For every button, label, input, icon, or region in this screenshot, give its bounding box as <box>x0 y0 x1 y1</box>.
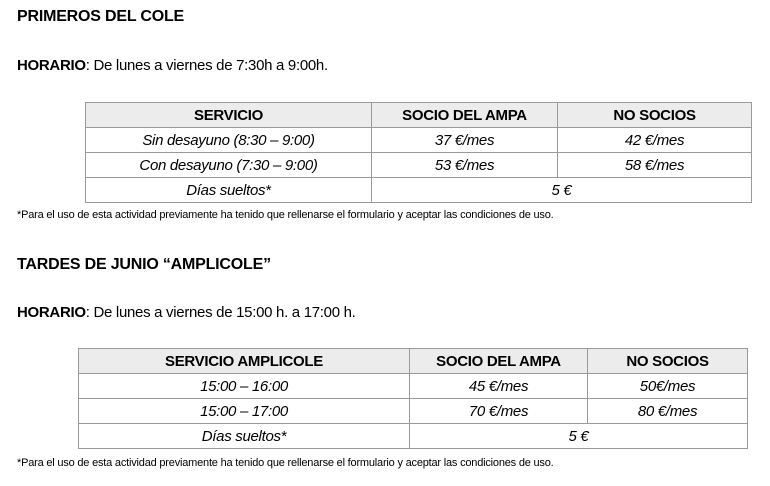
schedule-text: : De lunes a viernes de 7:30h a 9:00h. <box>85 57 328 74</box>
footnote: *Para el uso de esta actividad previamen… <box>17 209 554 221</box>
column-header: NO SOCIOS <box>587 348 748 374</box>
table-row: Días sueltos* 5 € <box>85 177 752 203</box>
table-row: Con desayuno (7:30 – 9:00) 53 €/mes 58 €… <box>85 152 752 178</box>
footnote: *Para el uso de esta actividad previamen… <box>17 457 554 469</box>
price-cell: 5 € <box>409 423 748 449</box>
service-cell: Días sueltos* <box>78 423 410 449</box>
price-cell: 5 € <box>371 177 752 203</box>
member-price-cell: 37 €/mes <box>371 127 558 153</box>
table-header-row: SERVICIO SOCIO DEL AMPA NO SOCIOS <box>85 102 752 128</box>
member-price-cell: 70 €/mes <box>409 398 588 424</box>
schedule-primeros: HORARIO: De lunes a viernes de 7:30h a 9… <box>17 57 328 74</box>
section-title-amplicole: TARDES DE JUNIO “AMPLICOLE” <box>17 256 271 273</box>
service-cell: Sin desayuno (8:30 – 9:00) <box>85 127 372 153</box>
column-header: SERVICIO <box>85 102 372 128</box>
section-title-primeros: PRIMEROS DEL COLE <box>17 8 184 25</box>
column-header: SOCIO DEL AMPA <box>371 102 558 128</box>
table-header-row: SERVICIO AMPLICOLE SOCIO DEL AMPA NO SOC… <box>78 348 748 374</box>
schedule-label: HORARIO <box>17 304 86 321</box>
table-row: Sin desayuno (8:30 – 9:00) 37 €/mes 42 €… <box>85 127 752 153</box>
service-cell: Días sueltos* <box>85 177 372 203</box>
table-row: Días sueltos* 5 € <box>78 423 748 449</box>
service-cell: Con desayuno (7:30 – 9:00) <box>85 152 372 178</box>
nonmember-price-cell: 80 €/mes <box>587 398 748 424</box>
table-row: 15:00 – 16:00 45 €/mes 50€/mes <box>78 373 748 399</box>
table-row: 15:00 – 17:00 70 €/mes 80 €/mes <box>78 398 748 424</box>
member-price-cell: 45 €/mes <box>409 373 588 399</box>
nonmember-price-cell: 58 €/mes <box>557 152 752 178</box>
schedule-label: HORARIO <box>17 57 86 74</box>
column-header: SERVICIO AMPLICOLE <box>78 348 410 374</box>
price-table-amplicole: SERVICIO AMPLICOLE SOCIO DEL AMPA NO SOC… <box>78 348 748 449</box>
schedule-amplicole: HORARIO: De lunes a viernes de 15:00 h. … <box>17 304 356 321</box>
service-cell: 15:00 – 16:00 <box>78 373 410 399</box>
schedule-text: : De lunes a viernes de 15:00 h. a 17:00… <box>85 304 356 321</box>
column-header: NO SOCIOS <box>557 102 752 128</box>
service-cell: 15:00 – 17:00 <box>78 398 410 424</box>
nonmember-price-cell: 42 €/mes <box>557 127 752 153</box>
column-header: SOCIO DEL AMPA <box>409 348 588 374</box>
price-table-primeros: SERVICIO SOCIO DEL AMPA NO SOCIOS Sin de… <box>85 102 752 203</box>
member-price-cell: 53 €/mes <box>371 152 558 178</box>
nonmember-price-cell: 50€/mes <box>587 373 748 399</box>
